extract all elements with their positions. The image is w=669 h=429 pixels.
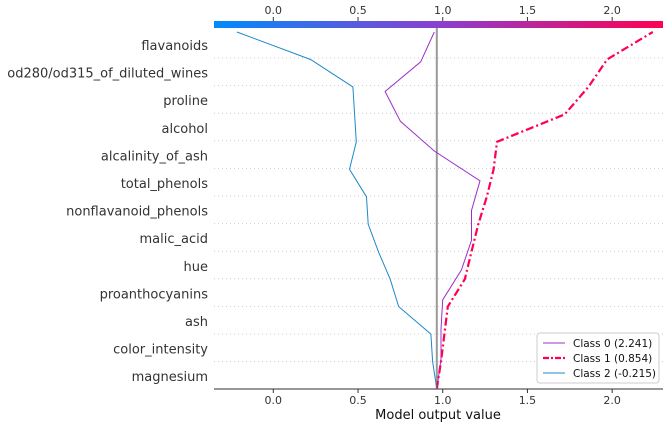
- feature-label: total_phenols: [121, 177, 209, 192]
- x-axis-label: Model output value: [375, 408, 501, 423]
- decision-paths: [236, 31, 654, 390]
- top-tick-label: 1.5: [519, 4, 537, 17]
- feature-label: flavanoids: [141, 39, 208, 54]
- series-line-1: [435, 31, 654, 390]
- colorbar: [214, 21, 663, 28]
- feature-label: alcohol: [162, 122, 208, 137]
- bottom-tick-label: 0.0: [265, 394, 283, 407]
- legend: Class 0 (2.241) Class 1 (0.854) Class 2 (-…: [536, 332, 660, 384]
- legend-box: [536, 332, 660, 384]
- top-axis-ticks: 0.0 0.5 1.0 1.5 2.0: [265, 4, 621, 21]
- feature-label: proanthocyanins: [100, 287, 209, 302]
- legend-label: Class 2 (-0.215): [573, 368, 656, 380]
- feature-label: od280/od315_of_diluted_wines: [7, 67, 208, 82]
- bottom-tick-label: 1.5: [519, 394, 537, 407]
- feature-label: color_intensity: [113, 343, 208, 358]
- series-line-0: [384, 31, 481, 390]
- legend-label: Class 1 (0.854): [573, 353, 652, 365]
- bottom-axis-ticks: 0.0 0.5 1.0 1.5 2.0: [265, 389, 621, 407]
- top-tick-label: 1.0: [434, 4, 452, 17]
- legend-label: Class 0 (2.241): [573, 338, 652, 350]
- feature-label: proline: [163, 94, 208, 109]
- feature-label: hue: [184, 260, 208, 275]
- feature-label: malic_acid: [140, 232, 208, 247]
- bottom-tick-label: 0.5: [349, 394, 367, 407]
- feature-labels: flavanoids od280/od315_of_diluted_winespr…: [7, 39, 208, 385]
- feature-label: nonflavanoid_phenols: [66, 205, 208, 220]
- bottom-tick-label: 2.0: [603, 394, 621, 407]
- top-tick-label: 0.0: [265, 4, 283, 17]
- top-tick-label: 0.5: [349, 4, 367, 17]
- top-tick-label: 2.0: [603, 4, 621, 17]
- feature-label: alcalinity_of_ash: [101, 149, 208, 164]
- feature-label: magnesium: [132, 370, 208, 385]
- series-line-2: [236, 31, 438, 390]
- feature-label: ash: [185, 315, 208, 330]
- bottom-tick-label: 1.0: [434, 394, 452, 407]
